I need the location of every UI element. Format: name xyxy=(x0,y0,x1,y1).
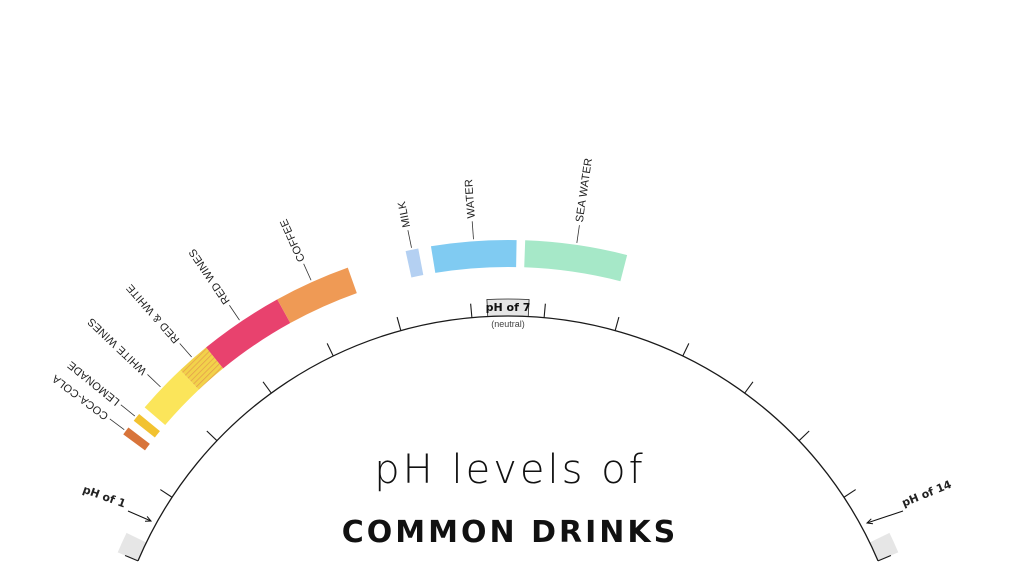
scale-tick xyxy=(798,430,810,442)
scale-tick xyxy=(160,489,173,498)
leader-water xyxy=(471,221,474,240)
drink-segments-group xyxy=(123,239,628,451)
neutral-sublabel: (neutral) xyxy=(491,319,525,329)
segment-red-wines xyxy=(206,299,291,369)
segment-water xyxy=(430,239,517,273)
leader-coffee xyxy=(303,263,312,281)
start-scale-label: pH of 1 xyxy=(81,483,127,511)
scale-arc-group: pH of 7 (neutral) xyxy=(117,298,904,562)
start-cap xyxy=(117,532,147,561)
scale-tick xyxy=(877,554,892,562)
scale-tick xyxy=(614,316,620,331)
segment-coca-cola xyxy=(123,427,150,451)
label-white-wines: WHITE WINES xyxy=(86,315,150,377)
end-cap xyxy=(869,532,899,561)
end-arrow xyxy=(866,510,904,524)
leader-sea-water xyxy=(576,225,580,244)
segment-coffee xyxy=(277,267,357,324)
leader-red-wines xyxy=(229,304,240,321)
leader-red-white xyxy=(179,343,192,358)
segment-sea-water xyxy=(524,240,628,282)
scale-tick xyxy=(124,554,139,562)
segment-milk xyxy=(405,248,424,278)
leader-white-wines xyxy=(147,374,161,388)
scale-arc xyxy=(137,315,879,562)
label-water: WATER xyxy=(463,178,478,218)
start-arrow xyxy=(127,510,152,522)
leader-milk xyxy=(407,230,412,248)
scale-tick xyxy=(682,343,690,357)
leader-coca-cola xyxy=(109,418,125,431)
end-scale-label: pH of 14 xyxy=(900,478,954,510)
segment-red-white xyxy=(180,347,224,390)
segment-white-wines xyxy=(144,370,199,425)
scale-tick xyxy=(470,303,473,318)
start-arrow-head xyxy=(144,516,153,522)
neutral-label: pH of 7 xyxy=(486,301,531,314)
scale-tick xyxy=(843,489,856,498)
title-line-1: pH levels of xyxy=(374,447,645,493)
end-arrow-head xyxy=(865,518,874,525)
scale-tick xyxy=(543,303,546,318)
scale-tick xyxy=(262,381,272,394)
scale-tick xyxy=(744,381,754,394)
scale-tick xyxy=(326,343,334,357)
label-sea-water: SEA WATER xyxy=(574,157,595,223)
label-red-wines: RED WINES xyxy=(187,246,233,306)
segment-lemonade xyxy=(133,414,160,438)
leader-lemonade xyxy=(120,404,136,417)
scale-tick xyxy=(396,316,402,331)
label-coffee: COFFEE xyxy=(278,217,308,264)
scale-tick xyxy=(206,430,218,442)
label-milk: MILK xyxy=(396,200,413,229)
title-line-2: COMMON DRINKS xyxy=(342,515,678,550)
label-red-white: RED & WHITE xyxy=(124,281,182,345)
